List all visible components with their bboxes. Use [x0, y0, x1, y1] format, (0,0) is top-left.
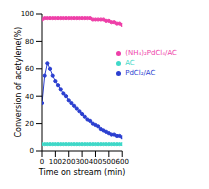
svg-text:Conversion of acetylene(%): Conversion of acetylene(%): [14, 27, 23, 138]
svg-text:80: 80: [25, 38, 34, 46]
svg-text:20: 20: [25, 120, 34, 128]
html-text:(NH₄)₂PdCl₄/AC: (NH₄)₂PdCl₄/AC: [125, 49, 177, 57]
svg-text:0: 0: [40, 158, 44, 166]
svg-text:500: 500: [102, 158, 115, 166]
svg-text:600: 600: [116, 158, 129, 166]
svg-text:Time on stream (min): Time on stream (min): [38, 168, 126, 177]
html-text:AC: AC: [125, 59, 135, 67]
svg-text:60: 60: [25, 65, 34, 73]
svg-text:100: 100: [49, 158, 62, 166]
svg-text:40: 40: [25, 93, 34, 101]
html-text:PdCl₂/AC: PdCl₂/AC: [125, 69, 156, 77]
svg-text:400: 400: [89, 158, 102, 166]
svg-text:0: 0: [30, 147, 34, 155]
svg-text:200: 200: [62, 158, 75, 166]
svg-text:100: 100: [21, 10, 34, 18]
svg-text:300: 300: [75, 158, 88, 166]
